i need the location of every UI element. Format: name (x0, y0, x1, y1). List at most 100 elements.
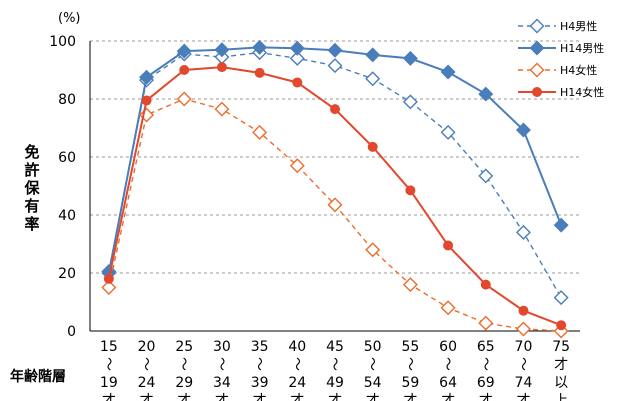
x-category-5-part-3: 才 (290, 393, 304, 401)
x-category-9-part-1: 〜 (439, 357, 455, 371)
series-2-point-6 (327, 197, 343, 213)
x-category-2-part-1: 〜 (175, 357, 191, 371)
y-axis-label-char-2: 保 (23, 179, 40, 197)
legend-label-2: H4女性 (560, 63, 597, 77)
x-category-10-part-3: 才 (479, 393, 493, 401)
series-1-point-12 (553, 217, 569, 233)
series-2-point-3 (214, 101, 230, 117)
x-category-8-part-1: 〜 (401, 357, 417, 371)
x-category-11-part-1: 〜 (514, 357, 530, 371)
x-category-1: 20 〜 24 才 (138, 339, 156, 401)
series-2 (101, 91, 569, 339)
series-1-point-9 (440, 64, 456, 80)
x-category-5-part-0: 40 (288, 339, 306, 355)
series-3-point-2 (179, 65, 190, 75)
x-category-9-part-0: 60 (439, 339, 457, 355)
x-category-6: 45 〜 49 才 (326, 339, 344, 401)
x-category-12-part-3: 上 (554, 393, 568, 401)
x-category-2-part-2: 29 (175, 375, 193, 391)
series-1-point-2 (176, 43, 192, 59)
series-3 (103, 62, 567, 331)
y-axis-label-char-1: 許 (24, 161, 39, 179)
series-1-point-5 (289, 40, 305, 56)
x-category-10-part-1: 〜 (477, 357, 493, 371)
x-category-3-part-2: 34 (213, 375, 231, 391)
y-tick-label-60: 60 (58, 150, 76, 166)
series-line-1 (107, 46, 563, 274)
x-category-7-part-0: 50 (364, 339, 382, 355)
x-category-11: 70 〜 74 才 (514, 339, 532, 401)
x-category-5-part-1: 〜 (288, 357, 304, 371)
y-tick-label-20: 20 (58, 266, 76, 282)
series-1-point-4 (252, 39, 268, 55)
series-2-point-0 (101, 280, 117, 295)
x-category-11-part-3: 才 (516, 393, 530, 401)
series-0-point-7 (365, 71, 381, 87)
legend-item-3: H14女性 (518, 85, 604, 99)
x-category-8-part-3: 才 (403, 393, 417, 401)
x-category-0-part-2: 19 (100, 375, 118, 391)
series-3-point-5 (292, 77, 303, 88)
y-axis-label-char-3: 有 (24, 197, 39, 215)
x-category-4-part-1: 〜 (251, 357, 267, 371)
x-category-10-part-2: 69 (477, 375, 495, 391)
series-3-point-11 (518, 305, 529, 316)
legend-item-1: H14男性 (518, 40, 604, 56)
x-category-9-part-3: 才 (441, 393, 455, 401)
x-category-3-part-3: 才 (215, 393, 229, 401)
gridlines (90, 40, 580, 274)
series-2-point-8 (402, 277, 418, 293)
x-category-8-part-2: 59 (401, 375, 419, 391)
series-0-point-9 (440, 124, 456, 140)
series-1-point-3 (214, 42, 230, 58)
x-category-1-part-1: 〜 (138, 357, 154, 371)
y-unit-label: (%) (58, 11, 81, 26)
legend-label-1: H14男性 (560, 41, 604, 55)
x-category-4-part-2: 39 (251, 375, 269, 391)
x-category-0-part-0: 15 (100, 339, 118, 355)
series-0-point-10 (478, 168, 494, 184)
legend-item-0: H4男性 (518, 18, 597, 34)
x-category-12-part-1: 才 (554, 357, 568, 373)
series-3-point-0 (103, 273, 114, 284)
legend-marker-3 (532, 87, 542, 97)
x-category-1-part-0: 20 (138, 339, 156, 355)
x-category-7: 50 〜 54 才 (364, 339, 382, 401)
series-2-point-5 (289, 158, 305, 174)
series-3-point-9 (443, 240, 454, 251)
legend-marker-0 (529, 18, 545, 34)
series-0-point-6 (327, 58, 343, 74)
x-category-9-part-2: 64 (439, 375, 457, 391)
series-2-point-2 (176, 91, 192, 107)
x-category-6-part-0: 45 (326, 339, 344, 355)
series-2-point-11 (515, 321, 531, 337)
x-category-1-part-2: 24 (138, 375, 156, 391)
y-tick-label-40: 40 (58, 208, 76, 224)
series-0-point-11 (515, 224, 531, 240)
x-category-6-part-2: 49 (326, 375, 344, 391)
x-category-labels: 15〜19才20〜24才25〜29才30〜34才35〜39才40〜24才45〜4… (100, 339, 570, 401)
x-category-0: 15 〜 19 才 (100, 339, 118, 401)
y-tick-label-80: 80 (58, 92, 76, 108)
legend: H4男性 H14男性 H4女性 H14女性 (518, 18, 604, 99)
series-1-point-11 (515, 122, 531, 138)
x-category-11-part-2: 74 (515, 375, 533, 391)
x-category-2-part-3: 才 (177, 393, 191, 401)
x-category-3-part-1: 〜 (213, 357, 229, 371)
legend-item-2: H4女性 (518, 62, 597, 78)
x-category-2-part-0: 25 (175, 339, 193, 355)
series-group (101, 39, 569, 339)
y-tick-label-0: 0 (67, 324, 76, 340)
series-1-point-8 (402, 50, 418, 66)
series-2-point-10 (478, 315, 494, 331)
series-3-point-3 (216, 62, 227, 73)
legend-label-3: H14女性 (560, 85, 604, 99)
legend-marker-2 (529, 62, 545, 78)
series-3-point-7 (367, 141, 378, 152)
x-axis-label: 年齢階層 (10, 368, 66, 385)
series-2-point-9 (440, 300, 456, 316)
series-1-point-10 (478, 86, 494, 102)
x-category-3-part-0: 30 (213, 339, 231, 355)
legend-marker-1 (529, 40, 545, 56)
